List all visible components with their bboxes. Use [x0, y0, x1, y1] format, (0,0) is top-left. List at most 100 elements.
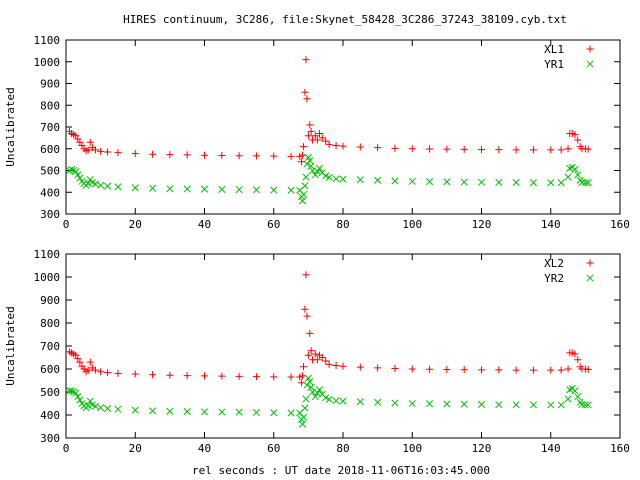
data-point-cross: [236, 409, 242, 415]
y-tick-label: 400: [40, 186, 60, 199]
data-point-cross: [75, 172, 81, 178]
legend-marker-plus: [587, 260, 594, 267]
data-point-plus: [104, 369, 111, 376]
data-point-cross: [92, 403, 98, 409]
data-point-cross: [496, 179, 502, 185]
y-tick-label: 600: [40, 363, 60, 376]
figure-title: HIRES continuum, 3C286, file:Skynet_5842…: [123, 13, 567, 26]
data-point-plus: [333, 142, 340, 149]
data-point-cross: [271, 187, 277, 193]
data-point-cross: [357, 398, 363, 404]
data-point-plus: [374, 144, 381, 151]
y-tick-label: 900: [40, 294, 60, 307]
data-point-cross: [303, 396, 309, 402]
data-point-cross: [426, 178, 432, 184]
data-point-plus: [298, 158, 305, 165]
x-axis-label: rel seconds : UT date 2018-11-06T16:03:4…: [192, 464, 490, 477]
x-tick-label: 0: [63, 442, 70, 455]
data-point-cross: [303, 174, 309, 180]
data-point-cross: [530, 179, 536, 185]
data-point-plus: [302, 56, 309, 63]
data-point-plus: [201, 372, 208, 379]
data-point-plus: [114, 149, 121, 156]
data-point-cross: [167, 408, 173, 414]
data-point-cross: [444, 401, 450, 407]
x-tick-label: 120: [472, 442, 492, 455]
data-point-cross: [77, 397, 83, 403]
series-YR1: [66, 154, 591, 204]
data-point-plus: [374, 364, 381, 371]
data-point-cross: [333, 398, 339, 404]
data-point-plus: [166, 151, 173, 158]
x-tick-label: 80: [336, 218, 349, 231]
x-tick-label: 100: [402, 218, 422, 231]
data-point-plus: [565, 145, 572, 152]
data-point-cross: [271, 410, 277, 416]
y-tick-label: 400: [40, 409, 60, 422]
data-point-cross: [201, 186, 207, 192]
data-point-cross: [132, 184, 138, 190]
data-point-plus: [495, 146, 502, 153]
legend-marker-cross: [587, 275, 593, 281]
y-tick-label: 1000: [34, 56, 61, 69]
data-point-cross: [374, 399, 380, 405]
data-point-cross: [75, 393, 81, 399]
data-point-plus: [218, 152, 225, 159]
data-point-cross: [340, 398, 346, 404]
data-point-cross: [302, 183, 308, 189]
data-point-plus: [288, 153, 295, 160]
data-point-cross: [579, 179, 585, 185]
data-point-plus: [149, 371, 156, 378]
data-point-cross: [104, 183, 110, 189]
data-point-cross: [184, 186, 190, 192]
y-tick-label: 1000: [34, 271, 61, 284]
data-point-plus: [166, 372, 173, 379]
data-point-cross: [104, 405, 110, 411]
data-point-cross: [201, 409, 207, 415]
x-tick-label: 20: [129, 218, 142, 231]
data-point-plus: [132, 371, 139, 378]
data-point-plus: [357, 364, 364, 371]
data-point-cross: [558, 179, 564, 185]
y-tick-label: 600: [40, 143, 60, 156]
data-point-cross: [300, 414, 306, 420]
data-point-plus: [97, 368, 104, 375]
bottom-panel: 0 20 40 60 80 100 120 140 160 300 400 500 600 700 800 9…: [4, 248, 630, 455]
y-axis-label: Uncalibrated: [4, 87, 17, 166]
data-point-plus: [132, 150, 139, 157]
data-point-cross: [426, 401, 432, 407]
y-tick-label: 1100: [34, 248, 61, 261]
data-point-cross: [496, 401, 502, 407]
series-YR2: [66, 375, 591, 427]
x-tick-label: 40: [198, 442, 211, 455]
data-point-cross: [530, 402, 536, 408]
data-point-plus: [409, 145, 416, 152]
legend-label: YR1: [544, 58, 564, 71]
data-point-plus: [340, 143, 347, 150]
x-tick-label: 60: [267, 442, 280, 455]
data-point-cross: [558, 402, 564, 408]
plot-frame: [66, 40, 620, 214]
data-point-plus: [322, 357, 329, 364]
legend-label: XL2: [544, 257, 564, 270]
y-tick-label: 800: [40, 317, 60, 330]
data-point-plus: [201, 152, 208, 159]
data-point-cross: [478, 401, 484, 407]
y-tick-label: 800: [40, 99, 60, 112]
data-point-cross: [115, 184, 121, 190]
data-point-plus: [253, 373, 260, 380]
top-panel: 0 20 40 60 80 100 120 140 160 300 400 500 600 700 800 9…: [4, 34, 630, 231]
data-point-cross: [409, 178, 415, 184]
data-point-plus: [114, 370, 121, 377]
data-point-plus: [443, 146, 450, 153]
data-point-cross: [478, 179, 484, 185]
data-point-cross: [132, 407, 138, 413]
data-point-plus: [303, 95, 310, 102]
data-point-cross: [409, 400, 415, 406]
data-point-cross: [219, 186, 225, 192]
data-point-cross: [461, 179, 467, 185]
data-point-plus: [495, 366, 502, 373]
data-point-plus: [513, 146, 520, 153]
data-point-plus: [306, 330, 313, 337]
data-point-plus: [443, 366, 450, 373]
